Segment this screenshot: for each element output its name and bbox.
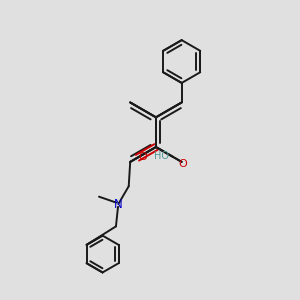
Text: O: O (138, 152, 147, 162)
Text: N: N (114, 198, 123, 211)
Text: O: O (179, 159, 188, 169)
Text: HO: HO (154, 151, 169, 161)
